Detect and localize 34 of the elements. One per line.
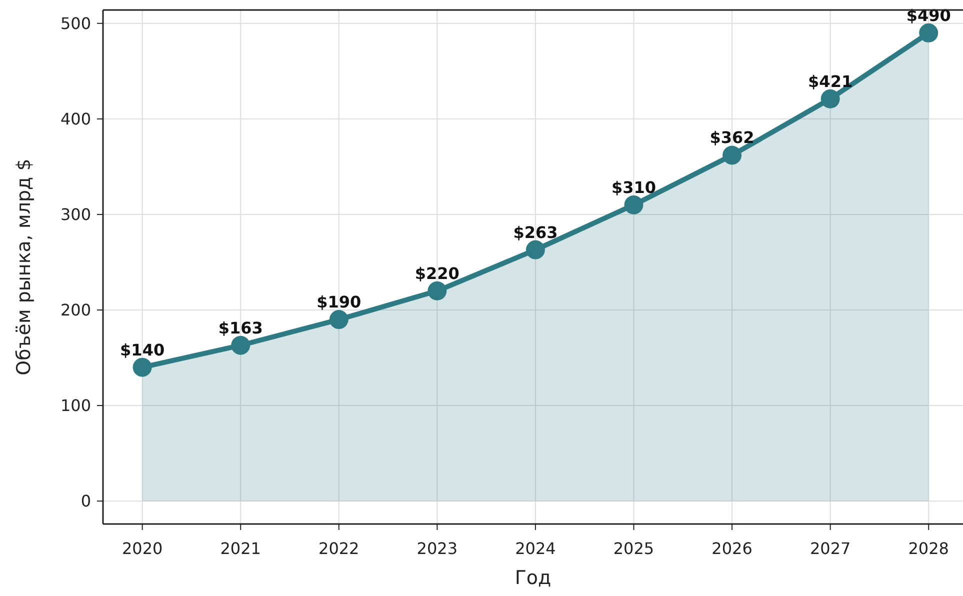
point (428, 281, 447, 300)
y-tick-label: 300 (60, 205, 91, 224)
point (329, 310, 348, 330)
data-label: $362 (710, 128, 754, 148)
y-tick-label: 500 (60, 14, 91, 33)
x-tick-label: 2023 (416, 539, 458, 558)
data-label: $263 (513, 222, 558, 242)
y-tick-label: 0 (80, 492, 91, 511)
x-tick-label: 2020 (122, 539, 163, 558)
point (722, 146, 742, 165)
y-tick-label: 200 (60, 300, 91, 320)
x-tick-label: 2028 (908, 539, 949, 558)
data-label: $140 (120, 340, 165, 360)
point (231, 336, 250, 355)
x-axis-title: Год (514, 567, 552, 589)
y-tick-label: 400 (60, 110, 91, 129)
x-tick-label: 2022 (318, 539, 360, 558)
y-tick-label: 100 (60, 396, 91, 416)
data-label: $190 (316, 292, 362, 312)
x-tick-label: 2026 (712, 539, 752, 558)
y-axis-title: Объём рынка, млрд $ (13, 158, 35, 376)
x-tick-label: 2021 (220, 539, 261, 558)
point (132, 358, 152, 377)
x-tick-label: 2025 (613, 539, 654, 558)
data-label: $163 (218, 318, 263, 338)
data-label: $310 (611, 178, 656, 197)
point (820, 89, 840, 108)
point (624, 195, 644, 214)
x-tick-label: 2024 (515, 539, 556, 558)
point (919, 23, 938, 42)
data-label: $421 (808, 72, 853, 91)
data-label: $220 (414, 264, 460, 283)
x-tick-label: 2027 (810, 539, 851, 558)
point (526, 240, 545, 260)
